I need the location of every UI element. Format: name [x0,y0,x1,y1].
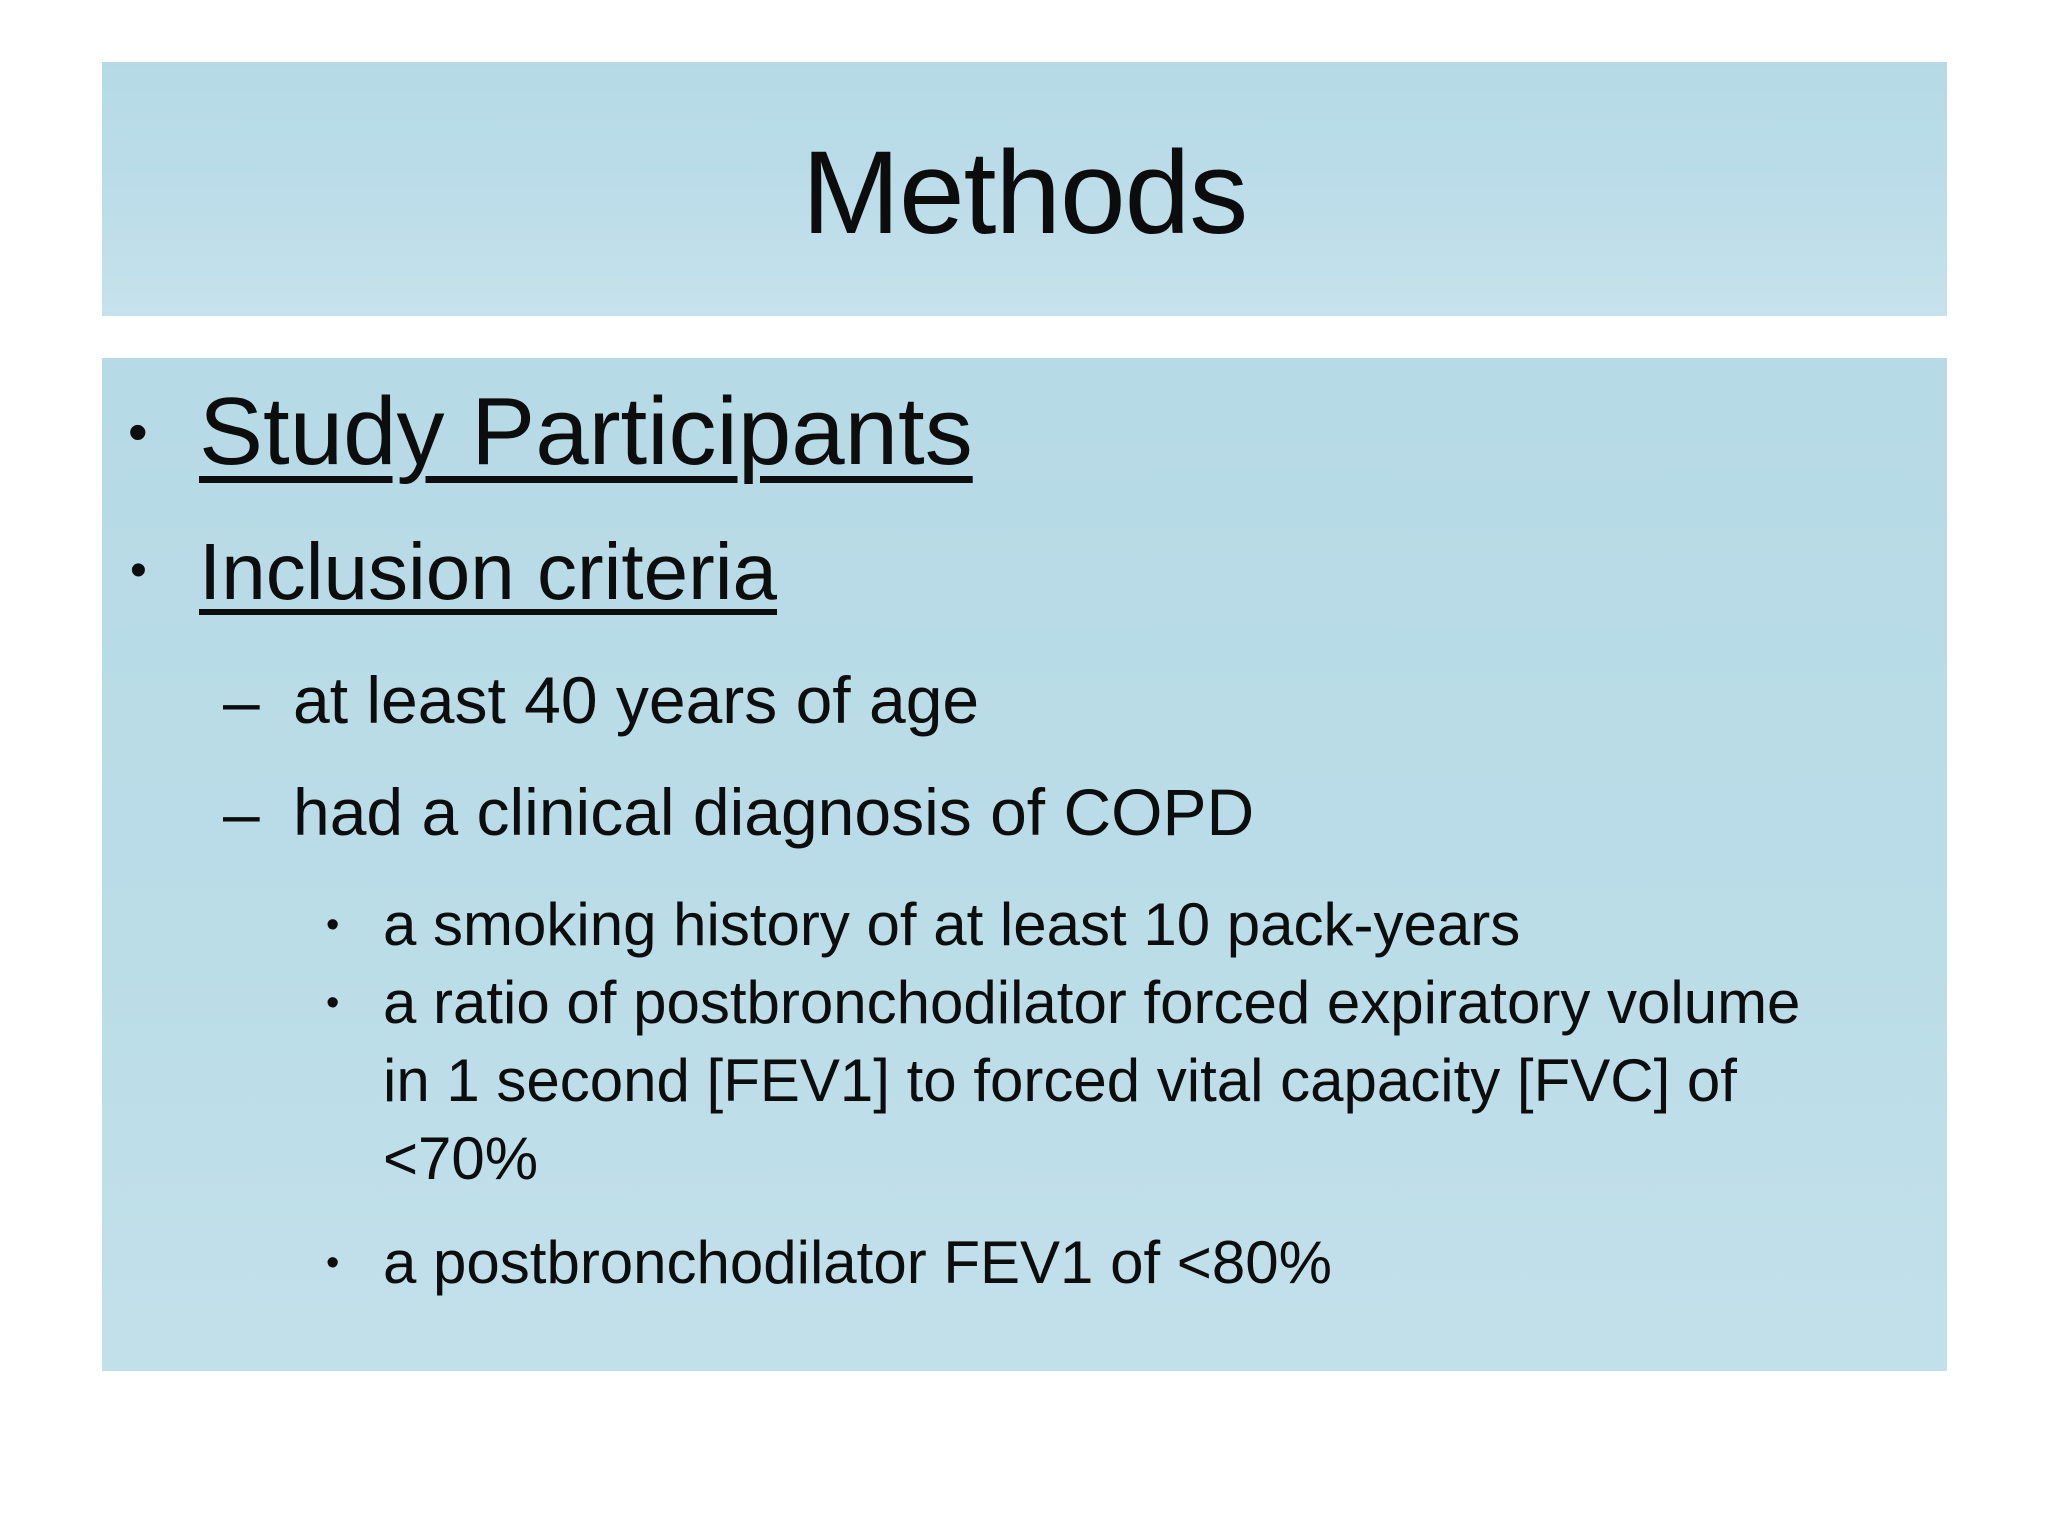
bullet-icon: • [128,399,148,463]
bullet-icon: • [326,1241,340,1284]
list-item-smoking-history: • a smoking history of at least 10 pack-… [102,886,1917,964]
bullet-icon: • [326,903,340,946]
list-item-label: Inclusion criteria [199,526,778,616]
title-box: Methods [102,62,1947,316]
list-item-fev-fvc-ratio: • a ratio of postbronchodilator forced e… [102,964,1917,1198]
dash-icon: – [223,775,260,850]
list-item-label: a postbronchodilator FEV1 of <80% [383,1228,1332,1296]
dash-icon: – [223,664,260,739]
list-item-label: had a clinical diagnosis of COPD [293,775,1255,850]
list-item-label: Study Participants [199,378,973,485]
list-item-line: in 1 second [FEV1] to forced vital capac… [383,1046,1737,1114]
list-item-inclusion-criteria: • Inclusion criteria [102,527,1917,617]
bullet-icon: • [130,544,147,598]
list-item-fev80: • a postbronchodilator FEV1 of <80% [102,1224,1917,1302]
page-title: Methods [801,127,1249,259]
list-item-label: a smoking history of at least 10 pack-ye… [383,890,1521,958]
content-box: • Study Participants • Inclusion criteri… [102,358,1947,1371]
list-item-label: at least 40 years of age [293,663,980,738]
bullet-icon: • [326,981,340,1024]
list-item-age-criterion: – at least 40 years of age [102,663,1917,739]
list-item-copd-diagnosis: – had a clinical diagnosis of COPD [102,775,1917,850]
list-item-study-participants: • Study Participants [102,378,1917,486]
list-item-line: a ratio of postbronchodilator forced exp… [383,968,1801,1036]
list-item-line: <70% [383,1124,539,1192]
